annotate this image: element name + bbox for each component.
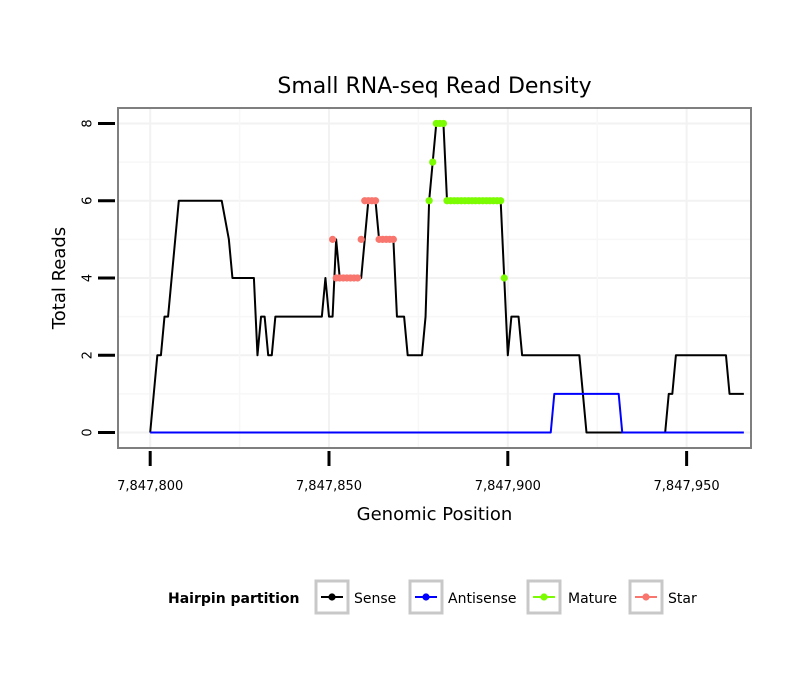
x-tick-label: 7,847,850 (296, 479, 362, 494)
star-point (357, 235, 365, 243)
mature-point (425, 197, 433, 205)
star-point (328, 235, 337, 243)
series-points (328, 119, 508, 282)
legend-key-point (642, 593, 650, 601)
legend-label: Sense (354, 591, 396, 607)
antisense-series-line (150, 392, 744, 434)
plot-panel (117, 107, 752, 449)
legend-key-point (328, 593, 336, 601)
mature-point (429, 158, 437, 166)
star-point (354, 274, 362, 282)
mature-point (439, 119, 448, 128)
chart-title: Small RNA-seq Read Density (277, 74, 591, 99)
legend-key-point (540, 593, 548, 601)
legend-item-mature: Mature (526, 579, 617, 615)
star-point (389, 235, 397, 243)
legend-item-star: Star (628, 579, 697, 615)
y-tick-label: 8 (81, 119, 96, 127)
mature-point (497, 197, 505, 205)
x-axis: 7,847,800 7,847,850 7,847,900 7,847,950 (117, 451, 720, 494)
star-point (371, 197, 380, 205)
y-tick-label: 6 (81, 197, 96, 205)
legend-item-antisense: Antisense (408, 579, 517, 615)
y-axis-title: Total Reads (49, 227, 70, 330)
legend-label: Mature (568, 591, 617, 607)
y-tick-label: 4 (81, 274, 96, 282)
legend-label: Star (668, 591, 697, 607)
y-tick-label: 2 (81, 351, 96, 359)
x-axis-title: Genomic Position (357, 504, 513, 525)
legend: Hairpin partition Sense Antisense Mature St… (168, 579, 697, 615)
y-tick-label: 0 (81, 428, 96, 436)
legend-title: Hairpin partition (168, 591, 299, 607)
y-axis: 0 2 4 6 8 (81, 119, 115, 437)
legend-label: Antisense (448, 591, 517, 607)
mature-point (500, 274, 508, 282)
x-tick-label: 7,847,900 (475, 479, 541, 494)
legend-key-point (422, 593, 430, 601)
x-tick-label: 7,847,950 (654, 479, 720, 494)
legend-item-sense: Sense (314, 579, 396, 615)
x-tick-label: 7,847,800 (117, 479, 183, 494)
